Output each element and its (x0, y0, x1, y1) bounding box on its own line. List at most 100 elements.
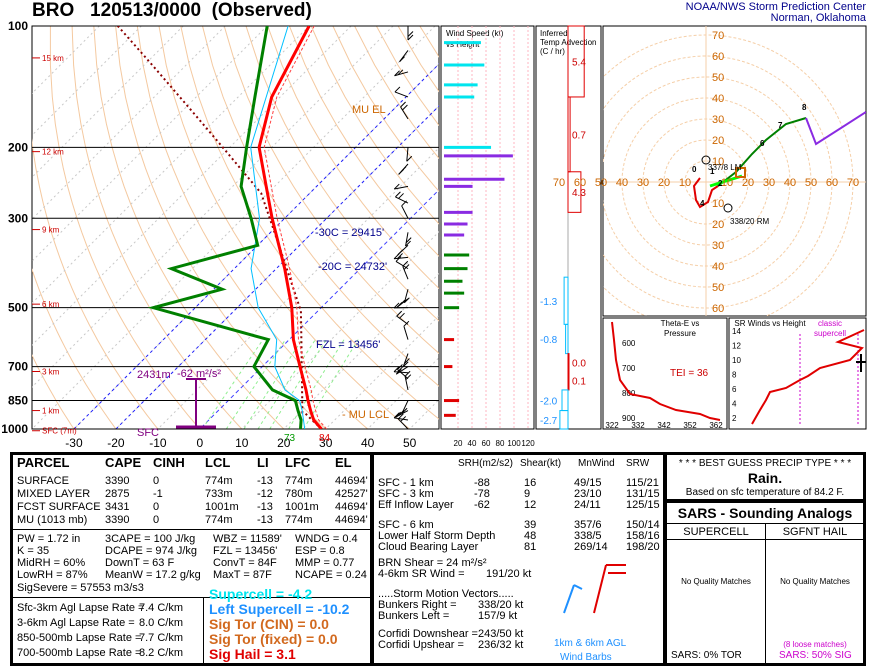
sfc-temp-label: 73 (284, 433, 296, 444)
isotherm (32, 26, 352, 346)
parcel-cell: 774m (285, 514, 313, 526)
dry-adiabat (245, 26, 439, 322)
wind-speed-tick-label: 100 (507, 439, 521, 448)
parcel-cell: -1 (153, 488, 163, 500)
hodograph-frame (602, 25, 867, 317)
temperature-tick-label: 30 (319, 436, 333, 450)
hodograph-ring-label-north: 40 (712, 93, 724, 105)
precip-title: * * * BEST GUESS PRECIP TYPE * * * (678, 458, 852, 469)
dry-adiabat (71, 26, 243, 429)
kinematics-header: Shear(kt) (520, 458, 562, 469)
theta-e-x-tick-label: 352 (683, 421, 697, 430)
height-label: SFC (7m) (42, 427, 77, 436)
sfc-label: SFC (137, 427, 159, 439)
mixing-ratio-line (288, 339, 345, 429)
mixing-ratio-line (201, 339, 264, 429)
parcel-header: LCL (205, 455, 231, 470)
isotherm (73, 63, 439, 429)
wind-barb (397, 364, 409, 380)
lapse-rate-label: 700-500mb Lapse Rate = (17, 647, 142, 659)
theta-e-y-tick-label: 900 (622, 414, 636, 423)
pressure-tick-label: 200 (8, 140, 28, 154)
wind-barb (407, 26, 414, 41)
kinematics-cell: 357/6 (574, 519, 602, 531)
bunkers-right-label: Bunkers Right = (378, 599, 457, 611)
parcel-cell: 2875 (105, 488, 130, 500)
kinematics-cell: SFC - 1 km (378, 477, 434, 489)
kinematics-cell: 16 (524, 477, 537, 489)
sfc-theta-label: 84 (319, 433, 331, 444)
virtual-temperature-profile (263, 26, 327, 429)
parcel-cell: 3390 (105, 514, 130, 526)
dewpoint-profile (147, 26, 303, 429)
theta-e-tei-label: TEI = 36 (670, 368, 709, 379)
height-label: 3 km (42, 368, 60, 377)
isotherm-highlight (73, 63, 439, 429)
bunkers-right-value: 338/20 kt (478, 599, 524, 611)
parcel-cell: -13 (257, 514, 273, 526)
parcel-header: LI (257, 455, 269, 470)
parcel-header: EL (335, 455, 352, 470)
kinematics-cell: 115/21 (626, 477, 659, 489)
hodograph-ring-label-east: 70 (847, 177, 859, 189)
hodograph-ring-label-north: 30 (712, 114, 724, 126)
hodograph-height-label: 4 (700, 199, 705, 208)
barb-sketch (563, 564, 626, 614)
theta-e-title-line: Pressure (664, 329, 697, 338)
precip-type: Rain. (747, 470, 783, 486)
temperature-tick-label: -30 (65, 436, 83, 450)
wind-barb (398, 163, 409, 175)
dry-adiabat (32, 138, 159, 429)
isotherm (32, 26, 310, 304)
kinematics-cell: Lower Half Storm Depth (378, 530, 496, 542)
isotherm (32, 26, 226, 220)
parcel-cell: -13 (257, 501, 273, 513)
hodograph-ring-label-east: 50 (805, 177, 817, 189)
hodograph-ring-label-south: 30 (712, 240, 724, 252)
thermo-cell: MidRH = 60% (17, 557, 86, 569)
hodograph-labels: 1010101020202020303030304040404050505050… (553, 30, 859, 315)
height-label: 15 km (42, 54, 64, 63)
srh-value-label: -62 m²/s² (177, 368, 221, 380)
organization-credit: NOAA/NWS Storm Prediction Center Norman,… (686, 2, 866, 24)
hodograph-ring-label-west: 40 (616, 177, 628, 189)
thermo-panel: PARCEL CAPE CINH LCL LI LFC EL SURFACE 3390 0 774m… (12, 454, 371, 664)
skewt-annotations: MU EL - MU LCL -30C = 29415' -20C = 2473… (137, 104, 389, 444)
kinematics-cell: 12 (524, 499, 537, 511)
corfidi-down-value: 243/50 kt (478, 628, 524, 640)
thermo-cell: LowRH = 87% (17, 569, 88, 581)
wind-speed-grid (457, 26, 529, 429)
wind-barb (394, 69, 409, 77)
wind-speed-ticks: 20 40 60 80 100 120 (454, 439, 536, 448)
severe-index: Sig Hail = 3.1 (209, 646, 296, 662)
mu-lcl-label: - MU LCL (342, 409, 389, 421)
thermo-cell: WNDG = 0.4 (295, 533, 358, 545)
skewt-axis-labels: 100 200 300 500 700 850 1000 -30 -20 -10 0 10 20 30 40… (1, 19, 416, 450)
hodograph-ring-label-west: 30 (637, 177, 649, 189)
wind-barb (402, 353, 410, 368)
isotherm (115, 105, 439, 429)
theta-e-x-tick-label: 362 (709, 421, 723, 430)
wind-barb (393, 302, 409, 309)
sars-supercell-matches: No Quality Matches (681, 577, 751, 586)
kinematics-cell: 158/16 (626, 530, 660, 542)
wind-barb (395, 410, 409, 418)
theta-e-x-tick-label: 332 (631, 421, 645, 430)
hodograph-ring-label-south: 10 (712, 198, 724, 210)
kinematics-cell: SFC - 6 km (378, 519, 434, 531)
temp-advection-value-label: -2.0 (540, 396, 558, 407)
page-title: BRO 120513/0000 (Observed) (32, 0, 312, 21)
temp-advection-value-label: -0.8 (540, 335, 558, 346)
kinematics-cell: 24/11 (574, 499, 601, 511)
temp-advection-bar (567, 171, 582, 213)
kinematics-cell: -88 (474, 477, 490, 489)
wind-barb (394, 86, 409, 98)
parcel-header: PARCEL (17, 455, 70, 470)
hodograph-ring-label-north: 20 (712, 135, 724, 147)
isotherm (32, 26, 436, 429)
temperature-tick-label: 50 (403, 436, 417, 450)
wind-speed-frame (440, 25, 535, 430)
pressure-tick-label: 1000 (1, 422, 28, 436)
